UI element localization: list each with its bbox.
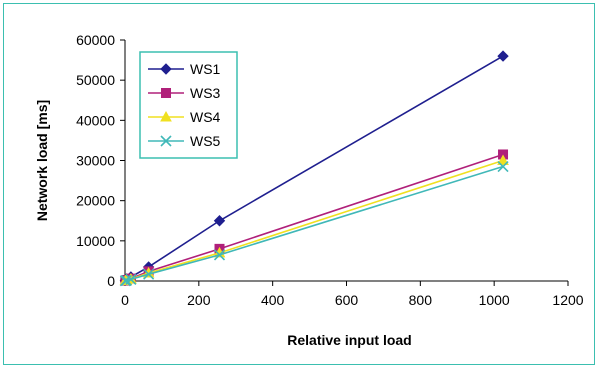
- series-line-ws4: [125, 159, 504, 282]
- legend-label-ws5: WS5: [190, 133, 221, 149]
- x-tick-label: 0: [121, 292, 129, 308]
- y-tick-label: 50000: [76, 72, 115, 88]
- y-axis-title: Network load [ms]: [34, 100, 50, 221]
- x-tick-label: 400: [261, 292, 285, 308]
- y-tick-label: 30000: [76, 153, 115, 169]
- y-tick-label: 10000: [76, 233, 115, 249]
- data-point-ws5: [497, 160, 509, 173]
- legend-marker-ws1: [160, 63, 172, 75]
- data-point-ws1: [213, 215, 226, 227]
- data-point-ws4: [497, 154, 509, 165]
- legend-box: [139, 51, 238, 159]
- legend-label-ws4: WS4: [190, 109, 221, 125]
- y-tick-label: 60000: [76, 32, 115, 48]
- y-tick-label: 20000: [76, 193, 115, 209]
- data-point-ws5: [125, 273, 137, 285]
- legend-marker-ws5: [160, 135, 172, 147]
- data-point-ws5: [120, 274, 133, 286]
- x-tick-label: 1200: [552, 292, 583, 308]
- x-tick-label: 1000: [479, 292, 510, 308]
- x-axis-title: Relative input load: [287, 332, 411, 348]
- y-tick-label: 0: [107, 273, 115, 289]
- x-tick-label: 600: [335, 292, 359, 308]
- legend-label-ws3: WS3: [190, 85, 221, 101]
- data-point-ws5: [143, 268, 155, 280]
- chart-frame: [3, 3, 595, 365]
- legend-label-ws1: WS1: [190, 61, 221, 77]
- data-point-ws5: [213, 249, 226, 261]
- y-tick-label: 40000: [76, 112, 115, 128]
- legend-marker-ws3: [161, 88, 171, 98]
- x-tick-label: 200: [187, 292, 211, 308]
- series-line-ws3: [124, 153, 504, 282]
- data-point-ws1: [497, 50, 509, 62]
- legend-marker-ws4: [160, 110, 172, 122]
- x-tick-label: 800: [409, 292, 433, 308]
